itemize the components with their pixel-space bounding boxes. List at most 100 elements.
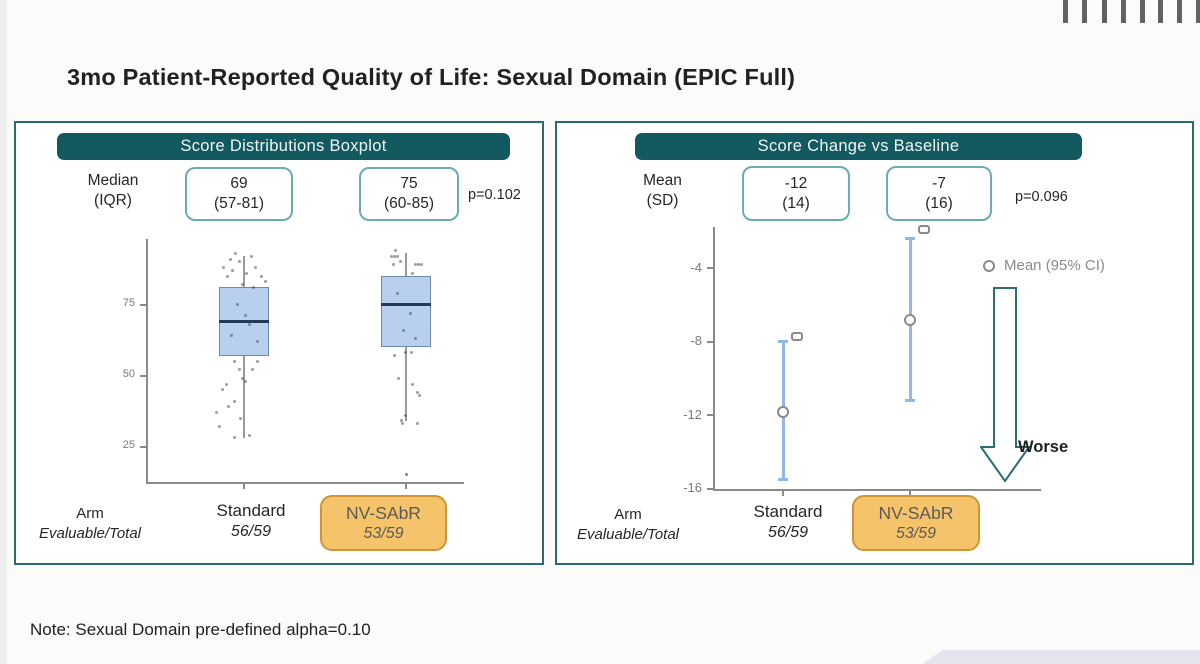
data-point — [404, 413, 407, 417]
y-tick-label: -12 — [683, 406, 702, 422]
data-point — [392, 263, 395, 267]
data-point — [233, 399, 236, 403]
data-point — [250, 254, 253, 258]
x-tick — [909, 491, 911, 496]
data-point — [396, 291, 399, 295]
data-point — [233, 436, 236, 440]
median-iqr-label: Median (IQR) — [87, 172, 139, 209]
mean-marker — [777, 405, 789, 418]
data-point — [401, 422, 404, 426]
worse-label: Worse — [1018, 438, 1069, 456]
mean-marker-icon — [983, 259, 995, 272]
mean-standard-box: -12 (14) — [742, 166, 850, 221]
data-point — [393, 254, 396, 258]
y-tick — [140, 374, 147, 377]
data-point — [239, 416, 242, 420]
arm-nvsabr-badge: NV-SAbR 53/59 — [320, 495, 447, 551]
tick-bar-icon — [1121, 0, 1126, 23]
x-axis — [713, 489, 1041, 491]
data-point — [241, 283, 244, 287]
data-point — [400, 419, 403, 423]
data-point — [411, 271, 414, 275]
data-point — [252, 285, 255, 289]
legend-label: Mean (95% CI) — [1004, 257, 1105, 274]
tick-bar-icon — [1063, 0, 1068, 23]
data-point — [221, 388, 224, 392]
mean-marker — [904, 313, 916, 326]
y-tick-label: 75 — [122, 297, 135, 310]
data-point — [234, 251, 237, 255]
y-axis — [146, 239, 148, 482]
data-point — [254, 266, 257, 270]
data-point — [230, 334, 233, 338]
data-point — [420, 263, 423, 267]
data-point — [244, 379, 247, 383]
data-point — [404, 351, 407, 355]
boxplot-panel-header: Score Distributions Boxplot — [57, 133, 510, 160]
data-point — [225, 382, 228, 386]
tick-bar-icon — [1140, 0, 1145, 23]
data-point — [244, 314, 247, 318]
y-tick-label: -4 — [690, 259, 702, 275]
data-point — [215, 410, 218, 414]
data-point — [416, 422, 419, 426]
data-point — [399, 260, 402, 264]
ci-cap — [778, 478, 788, 482]
y-tick — [140, 445, 147, 448]
y-tick-label: 50 — [122, 368, 135, 381]
arm-row-header: Arm Evaluable/Total — [576, 506, 680, 543]
data-point — [411, 382, 414, 386]
data-point — [222, 266, 225, 270]
y-tick — [707, 340, 714, 343]
ci-cap — [905, 398, 915, 402]
data-point — [229, 257, 232, 261]
outlier-point — [405, 473, 408, 477]
ci-cap — [778, 340, 788, 344]
iqr-box — [380, 276, 431, 348]
boxplot-chart: 25 50 75 — [16, 123, 542, 563]
data-point — [248, 322, 251, 326]
data-point — [260, 274, 263, 278]
footnote: Note: Sexual Domain pre-defined alpha=0.… — [30, 620, 371, 639]
mean-sd-label: Mean (SD) — [643, 172, 682, 209]
data-point — [218, 425, 221, 429]
data-point — [410, 351, 413, 355]
corner-decoration — [922, 650, 1200, 664]
median-standard-box: 69 (57-81) — [185, 167, 293, 221]
square-marker — [791, 332, 803, 342]
data-point — [233, 359, 236, 363]
change-panel: Score Change vs Baseline Mean (SD) -12 (… — [555, 121, 1194, 565]
data-point — [256, 339, 259, 343]
tick-bar-icon — [1177, 0, 1182, 23]
worse-direction-arrow-icon — [980, 287, 1030, 483]
data-point — [241, 376, 244, 380]
arm-standard: Standard 56/59 — [216, 501, 286, 540]
data-point — [396, 254, 399, 258]
tick-bar-icon — [1196, 0, 1200, 23]
x-tick — [242, 484, 245, 489]
change-panel-header: Score Change vs Baseline — [635, 133, 1082, 160]
boxplot-p-value: p=0.102 — [468, 187, 521, 203]
mean-nvsabr-box: -7 (16) — [886, 166, 992, 221]
data-point — [251, 368, 254, 372]
y-tick — [707, 267, 714, 269]
logo-tick-marks — [1060, 0, 1200, 24]
screen-edge-strip — [0, 0, 7, 664]
data-point — [226, 274, 229, 278]
data-point — [248, 433, 251, 437]
median-nvsabr-box: 75 (60-85) — [359, 167, 459, 221]
x-tick — [782, 491, 784, 496]
y-tick — [140, 303, 147, 306]
change-p-value: p=0.096 — [1015, 189, 1068, 205]
data-point — [236, 303, 239, 306]
data-point — [238, 260, 241, 264]
data-point — [238, 368, 241, 372]
slide-title: 3mo Patient-Reported Quality of Life: Se… — [67, 64, 796, 90]
data-point — [414, 337, 417, 341]
data-point — [414, 263, 417, 267]
y-tick-label: 25 — [122, 439, 135, 452]
ci-cap — [905, 237, 915, 241]
tick-bar-icon — [1082, 0, 1087, 23]
arm-row-header: Arm Evaluable/Total — [38, 505, 142, 542]
